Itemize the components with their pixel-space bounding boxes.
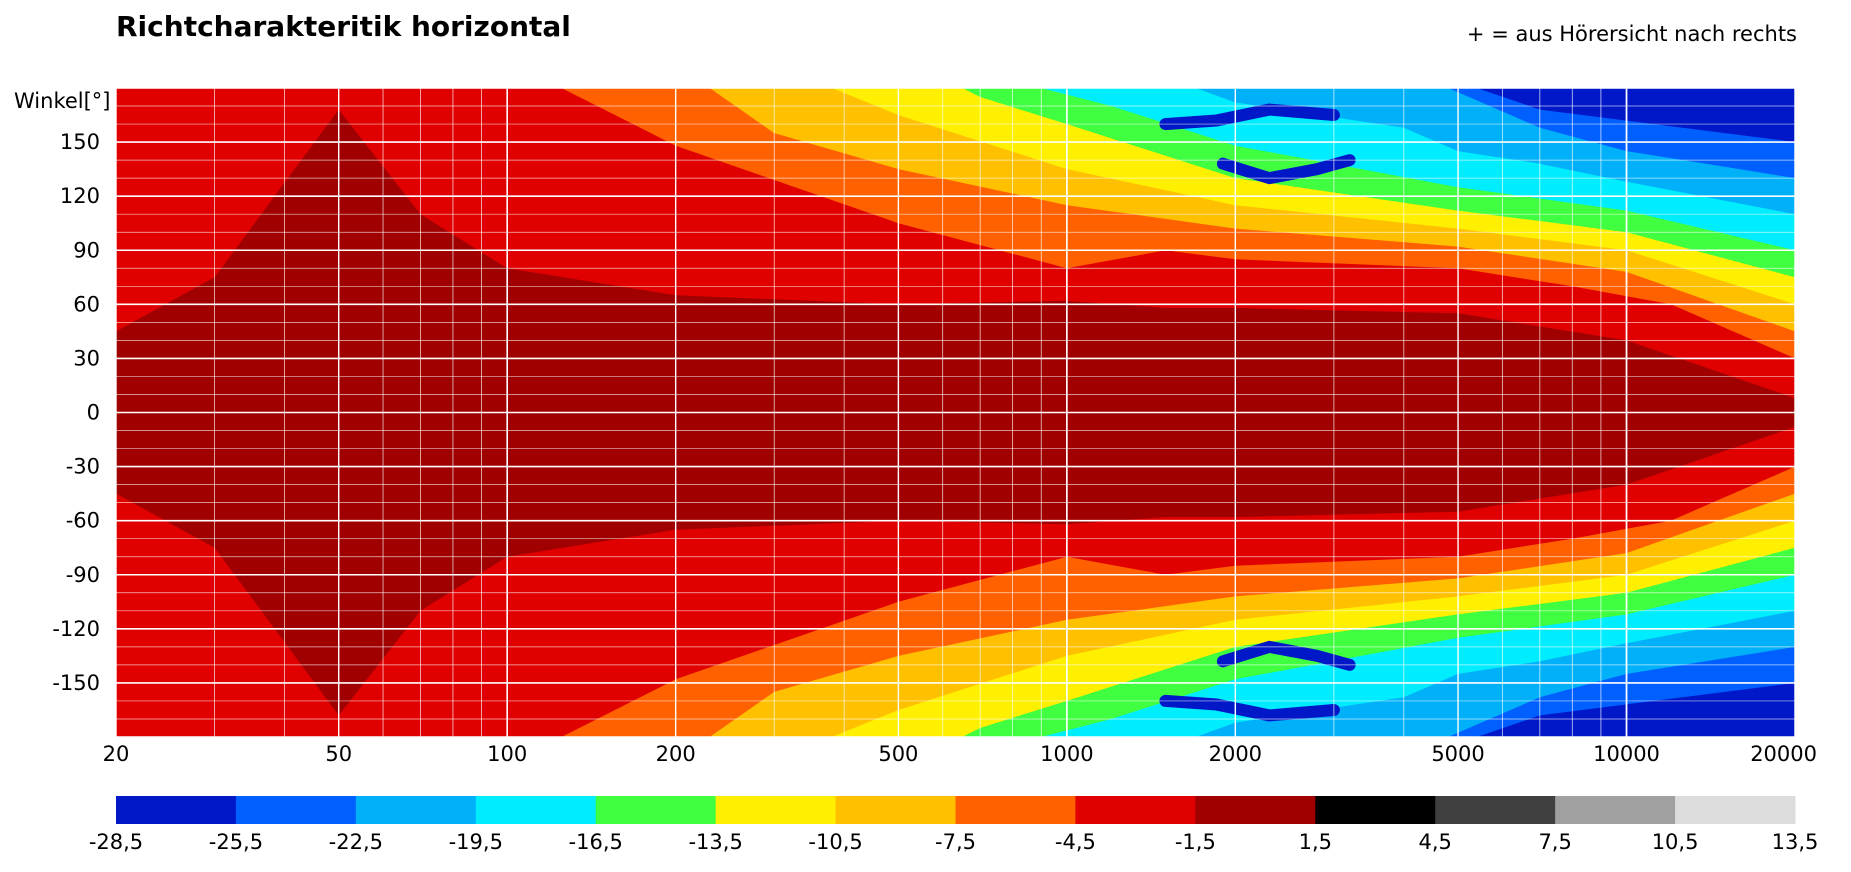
chart-title: Richtcharakteritik horizontal <box>116 10 571 43</box>
x-tick-label: 50 <box>325 742 352 766</box>
colorbar-tick-label: 1,5 <box>1299 830 1332 854</box>
colorbar-tick-label: 4,5 <box>1419 830 1452 854</box>
colorbar-tick-label: -28,5 <box>89 830 143 854</box>
colorbar-tick-label: -25,5 <box>209 830 263 854</box>
colorbar-tick-label: -10,5 <box>808 830 862 854</box>
x-tick-label: 1000 <box>1040 742 1093 766</box>
x-tick-label: 20000 <box>1750 742 1817 766</box>
x-axis-ticks: 20 50 100 200 500 1000 2000 5000 10000 20000 <box>103 742 1817 766</box>
colorbar-tick-label: 7,5 <box>1538 830 1571 854</box>
colorbar-swatch <box>955 796 1076 824</box>
band-level-lower-5 <box>116 574 1795 737</box>
y-axis-ticks: 150 120 90 60 30 0 -30 -60 -90 -120 -150 <box>52 130 100 695</box>
colorbar-swatch <box>1435 796 1556 824</box>
colorbar-tick-label: 10,5 <box>1652 830 1699 854</box>
colorbar-swatch <box>475 796 597 824</box>
colorbar-tick-label: -22,5 <box>329 830 383 854</box>
colorbar-swatch <box>595 796 717 824</box>
null-lower-1 <box>1216 640 1356 671</box>
orientation-note: + = aus Hörersicht nach rechts <box>1466 22 1797 46</box>
x-tick-label: 2000 <box>1209 742 1262 766</box>
y-tick-label: -30 <box>66 455 100 479</box>
y-tick-label: 30 <box>73 346 100 370</box>
x-tick-label: 20 <box>103 742 130 766</box>
null-upper-1 <box>1216 154 1356 185</box>
y-tick-label: 0 <box>87 401 100 425</box>
y-axis-label: Winkel[°] <box>14 89 111 113</box>
colorbar-swatch <box>235 796 357 824</box>
y-tick-label: 150 <box>60 130 100 154</box>
colorbar-tick-label: -13,5 <box>688 830 742 854</box>
y-tick-label: 120 <box>60 184 100 208</box>
colorbar-swatch <box>715 796 837 824</box>
colorbar-swatch <box>116 796 237 824</box>
colorbar-tick-label: -7,5 <box>935 830 976 854</box>
colorbar-tick-label: -4,5 <box>1055 830 1096 854</box>
colorbar-swatch <box>355 796 477 824</box>
colorbar: -28,5 -25,5 -22,5 -19,5 -16,5 -13,5 -10,5 -7,5 -… <box>89 796 1819 854</box>
band-level-lower-6 <box>116 610 1795 737</box>
y-tick-label: 90 <box>73 238 100 262</box>
x-tick-label: 10000 <box>1593 742 1660 766</box>
band-level-upper-5 <box>116 88 1795 251</box>
y-tick-label: -120 <box>52 617 100 641</box>
y-tick-label: -150 <box>52 671 100 695</box>
null-upper-0 <box>1159 103 1340 131</box>
grid-lines <box>115 87 1796 738</box>
x-tick-label: 500 <box>878 742 918 766</box>
y-tick-label: -90 <box>66 563 100 587</box>
colorbar-tick-label: -19,5 <box>449 830 503 854</box>
y-tick-label: 60 <box>73 292 100 316</box>
x-tick-label: 200 <box>656 742 696 766</box>
colorbar-swatch <box>835 796 956 824</box>
colorbar-swatch <box>1075 796 1196 824</box>
band-level-upper-6 <box>116 88 1795 215</box>
y-tick-label: -60 <box>66 509 100 533</box>
colorbar-swatch <box>1555 796 1676 824</box>
colorbar-swatch <box>1315 796 1436 824</box>
colorbar-tick-label: -16,5 <box>569 830 623 854</box>
colorbar-swatch <box>1195 796 1316 824</box>
colorbar-tick-label: -1,5 <box>1175 830 1216 854</box>
colorbar-swatch <box>1675 796 1796 824</box>
null-lower-0 <box>1159 694 1340 722</box>
colorbar-tick-label: 13,5 <box>1772 830 1819 854</box>
x-tick-label: 100 <box>487 742 527 766</box>
x-tick-label: 5000 <box>1431 742 1484 766</box>
